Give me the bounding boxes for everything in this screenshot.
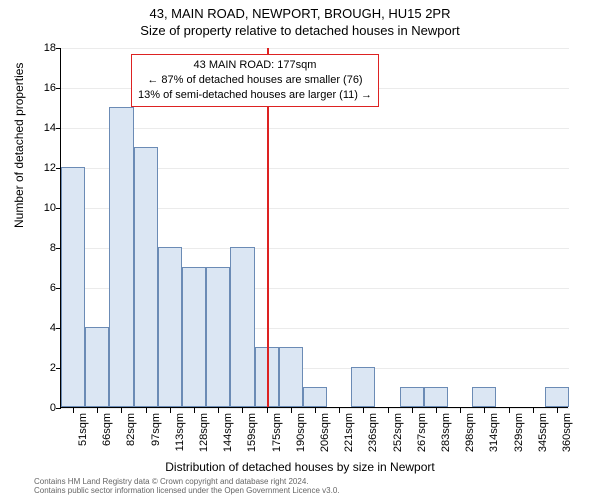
annotation-box: 43 MAIN ROAD: 177sqm← 87% of detached ho… [131, 54, 379, 107]
plot: 02468101214161851sqm66sqm82sqm97sqm113sq… [60, 48, 568, 408]
xtick-mark [267, 408, 268, 413]
histogram-bar [182, 267, 206, 407]
xtick-mark [146, 408, 147, 413]
histogram-bar [230, 247, 254, 407]
histogram-bar [400, 387, 424, 407]
ytick-label: 10 [26, 202, 56, 214]
ytick-label: 0 [26, 402, 56, 414]
ytick-label: 16 [26, 82, 56, 94]
xtick-mark [97, 408, 98, 413]
histogram-bar [351, 367, 375, 407]
main-title: 43, MAIN ROAD, NEWPORT, BROUGH, HU15 2PR [0, 6, 600, 21]
y-axis-label: Number of detached properties [12, 63, 26, 228]
ytick-label: 18 [26, 42, 56, 54]
xtick-mark [436, 408, 437, 413]
ytick-mark [56, 88, 61, 89]
xtick-mark [509, 408, 510, 413]
histogram-bar [279, 347, 303, 407]
gridline [61, 128, 569, 129]
xtick-mark [170, 408, 171, 413]
footer: Contains HM Land Registry data © Crown c… [34, 477, 340, 496]
histogram-bar [424, 387, 448, 407]
histogram-bar [472, 387, 496, 407]
chart-area: 02468101214161851sqm66sqm82sqm97sqm113sq… [60, 48, 568, 408]
xtick-mark [291, 408, 292, 413]
histogram-bar [85, 327, 109, 407]
histogram-bar [158, 247, 182, 407]
annotation-line: 43 MAIN ROAD: 177sqm [138, 58, 372, 73]
xtick-mark [484, 408, 485, 413]
footer-line-2: Contains public sector information licen… [34, 486, 340, 496]
x-axis-label: Distribution of detached houses by size … [0, 460, 600, 474]
ytick-label: 2 [26, 362, 56, 374]
ytick-label: 12 [26, 162, 56, 174]
xtick-mark [460, 408, 461, 413]
ytick-mark [56, 128, 61, 129]
ytick-label: 4 [26, 322, 56, 334]
histogram-bar [206, 267, 230, 407]
histogram-bar [61, 167, 85, 407]
annotation-line: ← 87% of detached houses are smaller (76… [138, 73, 372, 88]
xtick-mark [73, 408, 74, 413]
xtick-mark [194, 408, 195, 413]
footer-line-1: Contains HM Land Registry data © Crown c… [34, 477, 340, 487]
gridline [61, 48, 569, 49]
histogram-bar [545, 387, 569, 407]
xtick-mark [412, 408, 413, 413]
sub-title: Size of property relative to detached ho… [0, 23, 600, 38]
xtick-mark [242, 408, 243, 413]
xtick-mark [557, 408, 558, 413]
histogram-bar [303, 387, 327, 407]
xtick-mark [315, 408, 316, 413]
ytick-mark [56, 408, 61, 409]
annotation-line: 13% of semi-detached houses are larger (… [138, 88, 372, 103]
xtick-mark [121, 408, 122, 413]
ytick-label: 8 [26, 242, 56, 254]
histogram-bar [109, 107, 133, 407]
xtick-mark [388, 408, 389, 413]
ytick-label: 14 [26, 122, 56, 134]
xtick-mark [533, 408, 534, 413]
ytick-mark [56, 48, 61, 49]
ytick-label: 6 [26, 282, 56, 294]
xtick-mark [363, 408, 364, 413]
histogram-bar [134, 147, 158, 407]
xtick-mark [339, 408, 340, 413]
xtick-mark [218, 408, 219, 413]
